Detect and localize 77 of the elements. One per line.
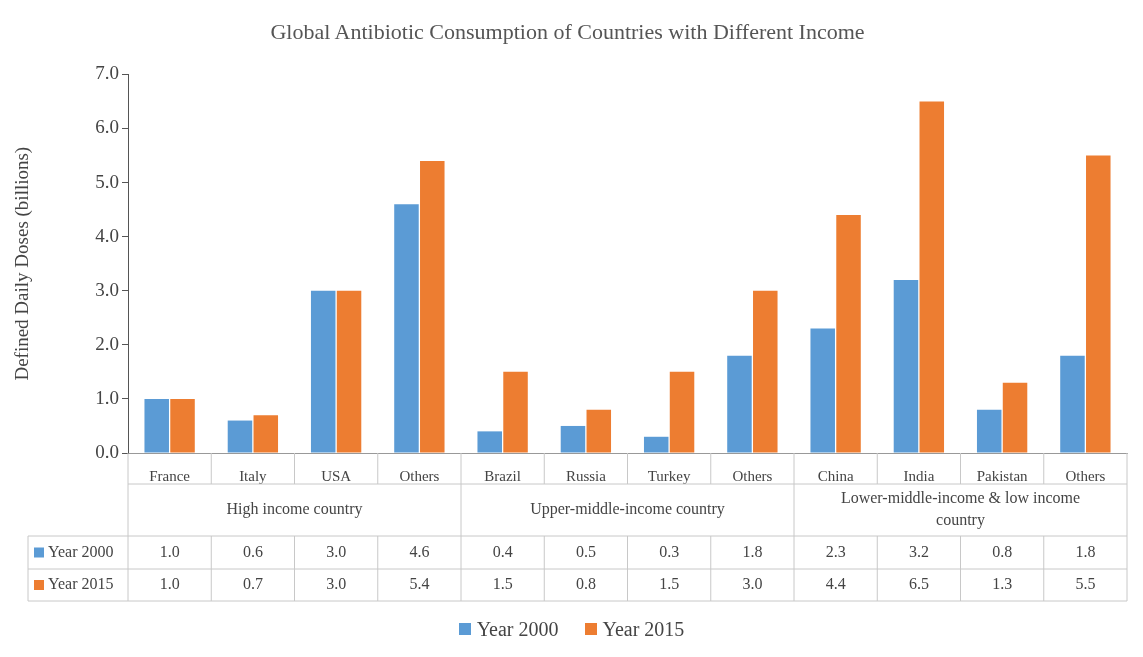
data-label: 6.5: [908, 575, 929, 593]
y-axis-title: Defined Daily Doses (billions): [11, 146, 34, 381]
legend-label: Year 2015: [48, 575, 114, 593]
data-label: 3.0: [326, 542, 347, 560]
bar: [253, 415, 279, 453]
bar: [310, 290, 336, 453]
data-label: 4.4: [825, 575, 846, 593]
bar: [170, 398, 195, 453]
bar: [919, 101, 945, 453]
bar: [394, 204, 419, 453]
bar: [227, 420, 253, 453]
bar: [420, 160, 445, 453]
y-tick-label: 1.0: [95, 386, 119, 408]
bar: [643, 436, 669, 453]
x-tick-label: Brazil: [484, 467, 521, 484]
text: Year 2000: [476, 617, 559, 640]
data-label: 0.7: [242, 575, 263, 593]
text: High income country: [226, 500, 363, 519]
data-label: 0.6: [242, 542, 263, 560]
bar: [1060, 355, 1085, 453]
bar: [976, 409, 1002, 453]
text: Year 2015: [602, 617, 685, 640]
data-label: 1.3: [992, 575, 1013, 593]
data-label: 5.5: [1075, 575, 1096, 593]
bar: [586, 409, 612, 453]
data-label: 0.8: [992, 542, 1013, 560]
y-tick-label: 5.0: [95, 170, 119, 192]
text: Lower-middle-income & low income country: [840, 489, 1081, 530]
x-tick-label: Italy: [239, 467, 268, 484]
data-label: 1.5: [659, 575, 680, 593]
x-tick-label: France: [149, 467, 191, 484]
x-tick-label: China: [817, 467, 854, 484]
chart-title: Global Antibiotic Consumption of Countries with Different Income: [270, 18, 865, 44]
y-tick-label: 4.0: [95, 224, 119, 246]
y-tick-label: 0.0: [95, 440, 119, 462]
y-tick-label: 3.0: [95, 278, 119, 300]
bar: [336, 290, 362, 453]
data-label: 3.0: [326, 575, 347, 593]
data-label: 0.5: [575, 542, 596, 560]
bar: [836, 215, 861, 453]
text: Upper-middle-income country: [530, 500, 725, 519]
data-label: 1.5: [492, 575, 513, 593]
data-label: 4.6: [409, 542, 430, 560]
data-label: 2.3: [825, 542, 846, 560]
bar: [144, 398, 169, 453]
bar: [893, 279, 919, 453]
bar: [503, 371, 528, 453]
data-label: 1.0: [159, 542, 180, 560]
x-tick-label: Pakistan: [976, 467, 1029, 484]
bar: [477, 431, 502, 453]
data-label: 1.0: [159, 575, 180, 593]
legend-label: Year 2000: [48, 542, 114, 560]
y-tick-label: 7.0: [95, 62, 119, 84]
x-tick-label: Russia: [565, 467, 607, 484]
x-tick-label: India: [903, 467, 935, 484]
x-tick-label: Turkey: [647, 467, 692, 484]
bar: [1086, 155, 1111, 453]
data-label: 0.8: [575, 575, 596, 593]
bar: [669, 371, 695, 453]
bar: [753, 290, 778, 453]
x-tick-label: Others: [399, 467, 440, 484]
bar: [727, 355, 752, 453]
bar: [1002, 382, 1028, 453]
x-tick-label: USA: [321, 467, 352, 484]
y-tick-label: 2.0: [95, 332, 119, 354]
data-label: 1.8: [742, 542, 763, 560]
data-label: 5.4: [409, 575, 430, 593]
data-label: 0.4: [492, 542, 513, 560]
bar: [560, 425, 586, 453]
data-label: 0.3: [659, 542, 680, 560]
data-label: 1.8: [1075, 542, 1096, 560]
data-label: 3.2: [908, 542, 929, 560]
x-tick-label: Others: [1065, 467, 1106, 484]
y-tick-label: 6.0: [95, 116, 119, 138]
bar: [810, 328, 835, 453]
x-tick-label: Others: [732, 467, 773, 484]
data-label: 3.0: [742, 575, 763, 593]
